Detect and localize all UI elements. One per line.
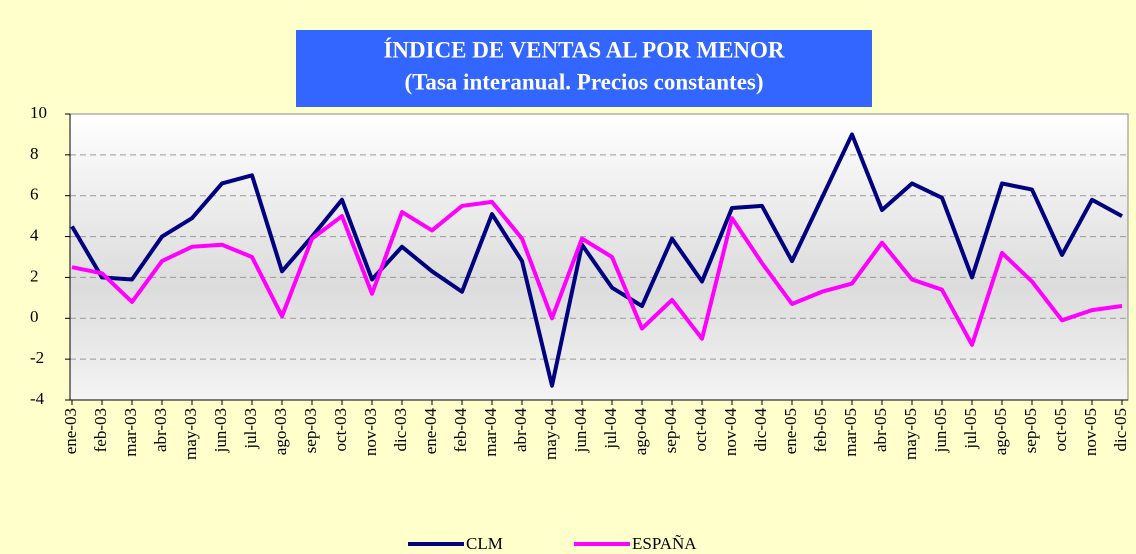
y-tick-label: 8 [30,144,39,163]
chart-title: ÍNDICE DE VENTAS AL POR MENOR [383,37,784,62]
y-tick-label: 6 [30,185,39,204]
x-tick-label: nov-04 [721,408,740,457]
x-tick-label: mar-03 [121,408,140,457]
x-tick-label: jul-04 [601,408,620,450]
x-tick-label: sep-04 [661,408,680,454]
x-tick-label: abr-03 [151,408,170,452]
x-tick-label: ene-03 [61,408,80,454]
x-tick-label: sep-05 [1021,408,1040,453]
x-tick-label: jun-03 [211,408,230,453]
x-tick-label: abr-04 [511,408,530,453]
x-tick-label: nov-03 [361,408,380,456]
legend-label: CLM [466,534,503,553]
x-tick-label: oct-04 [691,408,710,452]
x-tick-label: sep-03 [301,408,320,453]
x-tick-label: mar-05 [841,408,860,457]
x-tick-label: abr-05 [871,408,890,452]
series-line [71,199,1123,347]
x-tick-label: ago-03 [271,408,290,455]
y-tick-label: -2 [30,348,44,367]
y-tick-label: 0 [30,307,39,326]
plot-area [69,113,1129,401]
x-tick-label: may-03 [181,408,200,460]
chart-subtitle: (Tasa interanual. Precios constantes) [404,69,763,94]
x-tick-label: dic-03 [391,408,410,451]
x-tick-label: mar-04 [481,408,500,457]
x-tick-label: jul-03 [241,408,260,450]
x-tick-label: jun-05 [931,408,950,453]
series-line [70,132,1123,388]
title-box [296,30,872,107]
x-tick-label: ene-05 [781,408,800,454]
x-tick-label: feb-03 [91,408,110,452]
x-tick-label: jul-05 [961,408,980,450]
x-tick-label: oct-05 [1051,408,1070,451]
x-tick-label: nov-05 [1081,408,1100,456]
x-tick-label: may-04 [541,408,560,460]
legend-label: ESPAÑA [632,534,697,553]
x-tick-label: ene-04 [421,408,440,455]
x-tick-label: ago-04 [631,408,650,456]
y-tick-label: 4 [30,225,39,244]
x-tick-label: feb-04 [451,408,470,453]
x-tick-label: dic-04 [751,408,770,452]
x-tick-label: dic-05 [1111,408,1130,451]
x-tick-label: ago-05 [991,408,1010,455]
y-tick-label: 10 [30,103,47,122]
y-tick-label: -4 [30,389,45,408]
x-tick-label: may-05 [901,408,920,460]
x-tick-label: oct-03 [331,408,350,451]
x-tick-label: jun-04 [571,408,590,454]
y-tick-label: 2 [30,266,39,285]
x-tick-label: feb-05 [811,408,830,452]
